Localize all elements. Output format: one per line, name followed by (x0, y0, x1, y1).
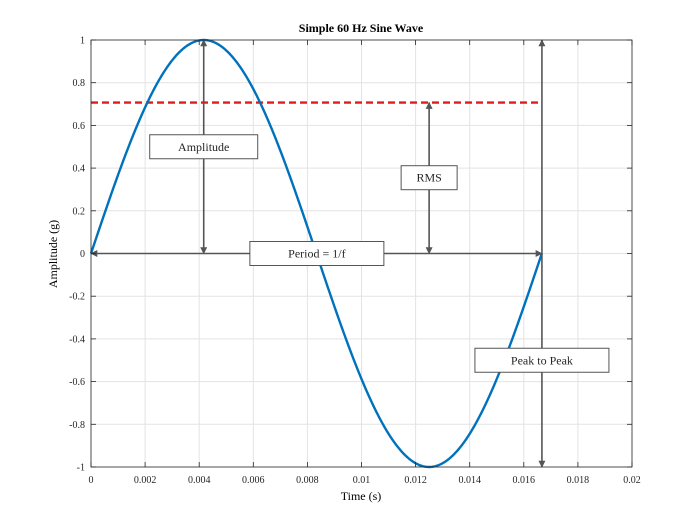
y-tick-labels: 1 0.8 0.6 0.4 0.2 0 -0.2 -0.4 -0.6 -0.8 -1 (69, 36, 85, 474)
y-tick-label: -0.4 (69, 334, 85, 345)
y-tick-label: 0.2 (73, 206, 86, 217)
x-tick-label: 0.004 (188, 475, 211, 486)
peak-to-peak-annotation-box (474, 347, 610, 373)
y-tick-label: 1 (80, 36, 85, 47)
axis-ticks (90, 39, 633, 468)
rms-annotation-box (400, 165, 458, 191)
x-tick-labels: 0 0.002 0.004 0.006 0.008 0.01 0.012 0.014 0.016… (89, 475, 641, 486)
y-tick-label: -0.8 (69, 420, 85, 431)
chart-title: Simple 60 Hz Sine Wave (299, 21, 424, 35)
y-tick-label: 0 (80, 249, 85, 260)
x-axis-label: Time (s) (341, 489, 382, 503)
y-tick-label: -0.2 (69, 292, 85, 303)
x-tick-label: 0 (89, 475, 94, 486)
x-tick-label: 0.02 (623, 475, 641, 486)
annotation-layer: Amplitude RMS Period = 1/f Peak to Peak (90, 39, 610, 468)
x-tick-label: 0.012 (404, 475, 427, 486)
period-annotation-label: Period = 1/f (288, 247, 345, 261)
y-tick-label: -1 (77, 463, 85, 474)
amplitude-annotation-box (149, 134, 259, 160)
rms-annotation-label: RMS (416, 171, 441, 185)
x-tick-label: 0.006 (242, 475, 265, 486)
y-tick-label: 0.8 (73, 78, 86, 89)
x-tick-label: 0.002 (134, 475, 157, 486)
x-tick-label: 0.014 (458, 475, 481, 486)
peak-to-peak-annotation-label: Peak to Peak (511, 353, 573, 367)
x-tick-label: 0.016 (513, 475, 536, 486)
x-tick-label: 0.01 (353, 475, 371, 486)
amplitude-annotation-label: Amplitude (178, 140, 229, 154)
x-tick-label: 0.018 (567, 475, 590, 486)
y-tick-label: 0.4 (73, 164, 86, 175)
y-tick-label: -0.6 (69, 377, 85, 388)
y-tick-label: 0.6 (73, 121, 86, 132)
x-tick-label: 0.008 (296, 475, 319, 486)
y-axis-label: Amplitude (g) (46, 220, 60, 288)
period-annotation-box (249, 241, 385, 266)
